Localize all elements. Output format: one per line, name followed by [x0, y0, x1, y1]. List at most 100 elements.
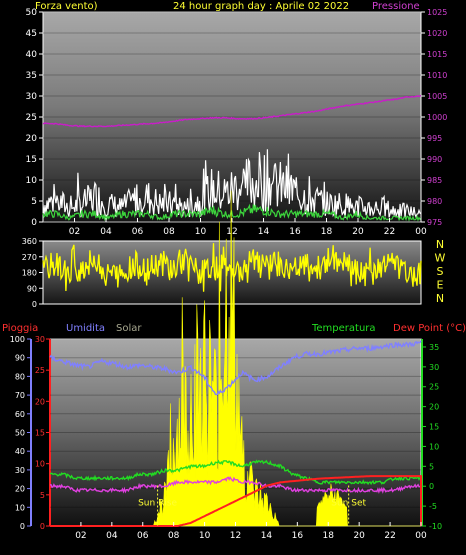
temp-axis-tick-label: 35 — [429, 343, 439, 352]
rain-axis-tick-label: 25 — [35, 366, 45, 375]
p3-xtick-label: 06 — [137, 531, 149, 541]
pressure-line — [42, 94, 422, 128]
p1-xtick-label: 18 — [321, 227, 333, 237]
p1-xtick-label: 12 — [226, 227, 237, 237]
humidity-axis-tick-label: 20 — [15, 485, 25, 494]
humidity-axis-tick-label: 70 — [15, 391, 25, 400]
p1-xtick-label: 22 — [384, 227, 395, 237]
temp-axis-tick-label: 25 — [429, 383, 439, 392]
wind-axis-title: Forza vento) — [35, 1, 98, 12]
compass-label: E — [437, 279, 444, 292]
humidity-axis-tick-label: 50 — [15, 429, 25, 438]
p1-xtick-label: 06 — [132, 227, 144, 237]
temp-axis-tick-label: 20 — [429, 403, 439, 412]
p3-xtick-label: 16 — [292, 531, 304, 541]
wind-axis-tick-label: 30 — [26, 92, 38, 102]
compass-label: N — [436, 238, 444, 251]
p1-xtick-label: 20 — [352, 227, 364, 237]
pressure-axis-tick-label: 980 — [427, 197, 442, 206]
legend-temperatura: Temperatura — [311, 323, 376, 334]
p3-xtick-label: 10 — [199, 531, 211, 541]
temp-axis-tick-label: -5 — [429, 502, 437, 511]
direction-axis-tick-label: 90 — [27, 284, 37, 293]
legend-solar: Solar — [116, 323, 142, 334]
compass-label: W — [435, 252, 446, 265]
rain-axis-tick-label: 20 — [35, 397, 45, 406]
sunrise-label: Sun Rise — [138, 498, 177, 508]
humidity-axis-tick-label: 0 — [20, 522, 25, 531]
humidity-axis-tick-label: 60 — [15, 410, 25, 419]
humidity-axis-tick-label: 80 — [15, 372, 25, 381]
p1-xtick-label: 16 — [289, 227, 301, 237]
temp-axis-tick-label: 30 — [429, 363, 439, 372]
humidity-axis-tick-label: 40 — [15, 447, 25, 456]
p3-xtick-label: 00 — [415, 531, 427, 541]
legend-pioggia: Pioggia — [2, 323, 38, 334]
pressure-axis-tick-label: 1020 — [427, 29, 447, 38]
legend-dewpoint: Dew Point (°C) — [393, 323, 466, 334]
p3-xtick-label: 14 — [261, 531, 273, 541]
wind-axis-tick-label: 10 — [26, 176, 38, 186]
p1-xtick-label: 14 — [258, 227, 270, 237]
wind-axis-tick-label: 15 — [26, 155, 37, 165]
humidity-axis-tick-label: 10 — [15, 503, 25, 512]
rain-axis-tick-label: 5 — [40, 491, 45, 500]
compass-label: S — [437, 265, 444, 278]
chart-title: 24 hour graph day : Aprile 02 2022 — [173, 1, 349, 12]
temp-axis-tick-label: -10 — [429, 522, 442, 531]
wind-axis-tick-label: 45 — [26, 29, 37, 39]
p3-xtick-label: 04 — [106, 531, 118, 541]
wind-axis-tick-label: 5 — [31, 197, 37, 207]
temperature-line — [49, 459, 422, 486]
p3-xtick-label: 02 — [75, 531, 86, 541]
rain-axis-tick-label: 0 — [40, 522, 45, 531]
dewpoint-line — [49, 475, 422, 494]
p1-xtick-label: 02 — [69, 227, 80, 237]
p3-xtick-label: 22 — [384, 531, 395, 541]
temp-axis-tick-label: 0 — [429, 482, 434, 491]
p3-xtick-label: 18 — [323, 531, 335, 541]
p1-xtick-label: 00 — [415, 227, 427, 237]
direction-axis-tick-label: 270 — [22, 253, 37, 262]
p1-xtick-label: 04 — [100, 227, 112, 237]
humidity-axis-tick-label: 100 — [10, 335, 25, 344]
humidity-axis-tick-label: 30 — [15, 466, 25, 475]
rain-axis-tick-label: 10 — [35, 460, 45, 469]
wind-direction-line — [42, 243, 422, 292]
compass-label: N — [436, 292, 444, 305]
pressure-axis-tick-label: 1005 — [427, 92, 447, 101]
legend-umidita: Umidita — [66, 323, 105, 334]
sunset-label: Sun Set — [331, 498, 366, 508]
wind-average-line — [42, 203, 422, 222]
humidity-axis-tick-label: 90 — [15, 354, 25, 363]
pressure-axis-tick-label: 975 — [427, 218, 442, 227]
wind-axis-tick-label: 35 — [26, 71, 37, 81]
pressure-axis-tick-label: 1000 — [427, 113, 447, 122]
rain-axis-tick-label: 30 — [35, 335, 45, 344]
direction-axis-tick-label: 180 — [22, 269, 37, 278]
wind-axis-tick-label: 20 — [26, 134, 38, 144]
wind-axis-tick-label: 0 — [31, 218, 37, 228]
pressure-axis-tick-label: 985 — [427, 176, 442, 185]
wind-axis-tick-label: 40 — [26, 50, 38, 60]
pressure-axis-tick-label: 995 — [427, 134, 442, 143]
direction-axis-tick-label: 0 — [32, 300, 37, 309]
pressure-axis-tick-label: 1025 — [427, 8, 447, 17]
pressure-axis-title: Pressione — [372, 1, 420, 12]
pressure-axis-tick-label: 1015 — [427, 50, 447, 59]
direction-axis-tick-label: 360 — [22, 237, 37, 246]
wind-axis-tick-label: 50 — [26, 8, 38, 18]
pressure-axis-tick-label: 990 — [427, 155, 442, 164]
pressure-axis-tick-label: 1010 — [427, 71, 447, 80]
p3-xtick-label: 12 — [230, 531, 241, 541]
temp-axis-tick-label: 15 — [429, 423, 439, 432]
temp-axis-tick-label: 5 — [429, 462, 434, 471]
p1-xtick-label: 08 — [163, 227, 175, 237]
p3-xtick-label: 08 — [168, 531, 180, 541]
temp-axis-tick-label: 10 — [429, 442, 439, 451]
p1-xtick-label: 10 — [195, 227, 207, 237]
humidity-line — [49, 340, 422, 396]
wind-axis-tick-label: 25 — [26, 113, 37, 123]
